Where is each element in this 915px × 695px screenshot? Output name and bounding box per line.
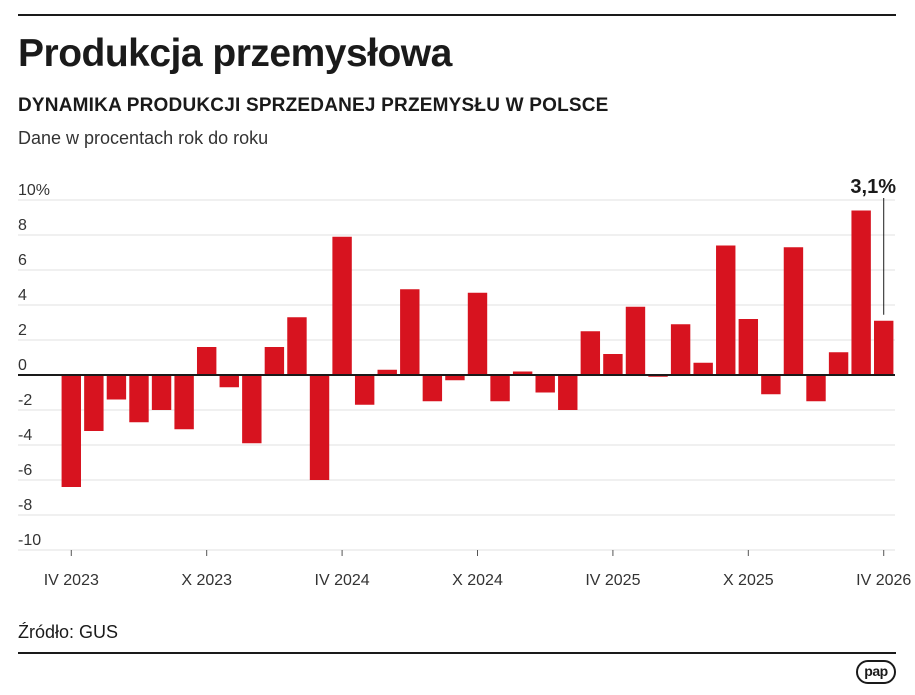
y-tick-label: -4 xyxy=(18,427,32,444)
top-rule xyxy=(18,14,896,16)
bar xyxy=(332,236,352,375)
y-tick-label: -6 xyxy=(18,462,32,479)
y-tick-label: 2 xyxy=(18,322,27,339)
x-tick-label: X 2025 xyxy=(723,572,774,589)
y-tick-label: 10% xyxy=(18,182,50,199)
bar xyxy=(129,375,149,423)
bar xyxy=(874,320,894,375)
annotations: 3,1% xyxy=(850,176,896,315)
bar xyxy=(693,362,713,375)
bar xyxy=(625,306,646,375)
bar xyxy=(512,371,533,375)
bar xyxy=(106,375,127,400)
bar xyxy=(354,375,375,405)
x-tick-label: IV 2026 xyxy=(856,572,911,589)
bar xyxy=(670,324,691,375)
bar xyxy=(174,375,194,430)
y-tick-label: 8 xyxy=(18,217,27,234)
y-tick-label: 4 xyxy=(18,287,27,304)
x-tick-label: X 2024 xyxy=(452,572,503,589)
bar xyxy=(151,375,172,410)
bar-chart: 10% 8 6 4 2 0 -2 -4 -6 -8 -10 IV 2023 X 2023 IV 2024… xyxy=(18,176,911,589)
chart-title: Produkcja przemysłowa xyxy=(18,32,452,75)
bar xyxy=(806,375,826,402)
chart-description: Dane w procentach rok do roku xyxy=(18,128,269,148)
chart-subtitle: DYNAMIKA PRODUKCJI SPRZEDANEJ PRZEMYSŁU … xyxy=(18,95,609,116)
bar xyxy=(84,375,104,431)
y-axis-labels: 10% 8 6 4 2 0 -2 -4 -6 -8 -10 xyxy=(18,182,50,549)
bar xyxy=(467,292,488,375)
y-tick-label: 0 xyxy=(18,357,27,374)
bar xyxy=(377,369,397,375)
bar xyxy=(738,319,759,375)
y-tick-label: -10 xyxy=(18,532,41,549)
y-tick-label: 6 xyxy=(18,252,27,269)
annotation-label: 3,1% xyxy=(850,176,896,198)
bar xyxy=(61,375,81,487)
bar xyxy=(422,375,443,402)
x-tick-label: IV 2023 xyxy=(44,572,99,589)
x-tick-label: IV 2025 xyxy=(585,572,640,589)
x-tick-label: X 2023 xyxy=(181,572,232,589)
bar xyxy=(242,375,262,444)
bar xyxy=(196,347,217,375)
y-tick-label: -2 xyxy=(18,392,32,409)
x-tick-label: IV 2024 xyxy=(315,572,370,589)
bar xyxy=(828,352,849,375)
bars xyxy=(61,210,894,487)
bar xyxy=(264,347,285,375)
bar xyxy=(783,247,804,375)
bar xyxy=(445,375,465,381)
source-note: Źródło: GUS xyxy=(18,622,119,642)
bar xyxy=(580,331,601,375)
bar xyxy=(400,289,420,375)
pap-logo: pap xyxy=(856,660,896,684)
bar xyxy=(535,375,555,393)
bar xyxy=(716,245,736,375)
axes xyxy=(18,374,895,551)
bar xyxy=(603,354,623,375)
bar xyxy=(558,375,578,410)
bar xyxy=(851,210,871,375)
x-axis-labels: IV 2023 X 2023 IV 2024 X 2024 IV 2025 X 2025 I… xyxy=(44,550,911,589)
bar xyxy=(219,375,239,388)
bar xyxy=(287,317,307,375)
bar xyxy=(490,375,510,402)
y-tick-label: -8 xyxy=(18,497,32,514)
bottom-rule xyxy=(18,652,896,654)
bar xyxy=(309,375,330,480)
bar xyxy=(761,375,781,395)
